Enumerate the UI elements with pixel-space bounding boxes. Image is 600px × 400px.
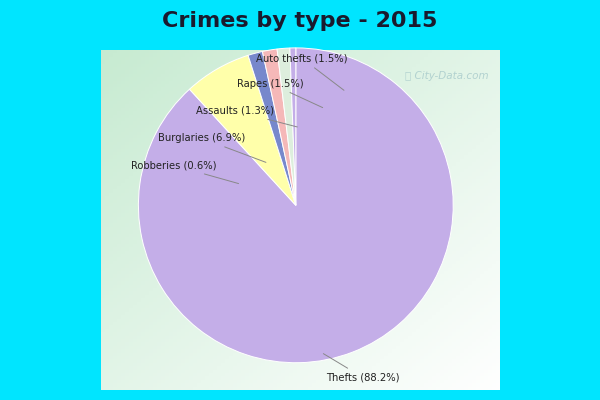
Text: Auto thefts (1.5%): Auto thefts (1.5%) <box>256 53 348 90</box>
Text: Rapes (1.5%): Rapes (1.5%) <box>238 78 323 108</box>
Text: Crimes by type - 2015: Crimes by type - 2015 <box>163 11 437 31</box>
Text: Assaults (1.3%): Assaults (1.3%) <box>196 106 298 127</box>
Wedge shape <box>262 49 296 205</box>
Wedge shape <box>248 52 296 205</box>
Text: Burglaries (6.9%): Burglaries (6.9%) <box>158 133 266 162</box>
Wedge shape <box>139 48 453 363</box>
Text: ⓘ City-Data.com: ⓘ City-Data.com <box>405 71 489 81</box>
Wedge shape <box>290 48 296 205</box>
Text: Thefts (88.2%): Thefts (88.2%) <box>323 354 400 382</box>
Wedge shape <box>190 55 296 205</box>
Wedge shape <box>277 48 296 205</box>
Text: Robberies (0.6%): Robberies (0.6%) <box>131 160 239 184</box>
